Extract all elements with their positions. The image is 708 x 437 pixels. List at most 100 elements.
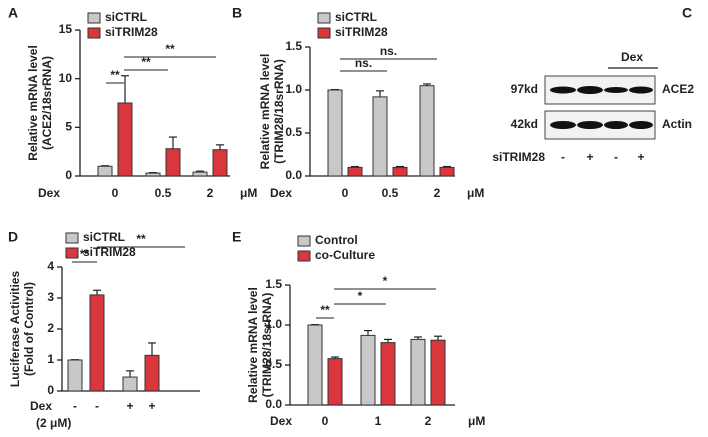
bar — [327, 358, 343, 406]
lane-sign: - — [561, 150, 565, 164]
x-tick-label: 0 — [342, 186, 349, 200]
x-axis-unit: μM — [468, 414, 485, 428]
x-axis-label: Dex — [270, 414, 292, 428]
legend-swatch — [65, 232, 79, 244]
bar — [67, 359, 83, 392]
panel-letter: A — [8, 5, 18, 21]
bar — [307, 324, 323, 406]
y-tick-label: 0.0 — [265, 397, 282, 411]
legend-label: co-Culture — [315, 248, 375, 262]
size-label: 97kd — [511, 82, 538, 96]
legend-label: siCTRL — [335, 10, 377, 24]
bar — [392, 166, 408, 177]
bar — [372, 96, 388, 177]
y-tick-label: 0.5 — [285, 125, 302, 139]
bar — [97, 165, 113, 177]
legend-swatch — [87, 12, 101, 24]
significance-label: * — [383, 274, 388, 288]
y-tick-label: 2 — [47, 321, 54, 335]
y-axis-label: Relative mRNA level — [26, 45, 40, 161]
x-tick-label: 0.5 — [382, 186, 399, 200]
y-tick-label: 5 — [65, 120, 72, 134]
y-tick-label: 1.5 — [265, 277, 282, 291]
y-tick-label: 1 — [47, 352, 54, 366]
x-tick-label: 1 — [375, 414, 382, 428]
bar — [165, 148, 181, 177]
lane-sign: + — [586, 150, 593, 164]
bands — [550, 86, 653, 129]
x-axis-unit: (2 μM) — [36, 416, 71, 430]
bar — [430, 339, 446, 406]
x-axis-label: Dex — [270, 186, 292, 200]
x-axis-label: Dex — [30, 399, 52, 413]
bar — [212, 149, 228, 177]
y-tick-label: 15 — [59, 22, 73, 36]
y-tick-label: 0 — [65, 168, 72, 182]
lane-label: siTRIM28 — [492, 150, 545, 164]
treatment-label: Dex — [621, 50, 643, 64]
bar — [89, 294, 105, 392]
y-axis-label: (ACE2/18srRNA) — [40, 56, 54, 150]
legend-swatch — [317, 27, 331, 39]
significance-label: * — [358, 289, 363, 303]
y-axis-label: (TRIM28/18srRNA) — [260, 293, 274, 398]
bar — [327, 89, 343, 177]
y-tick-label: 0.5 — [265, 357, 282, 371]
y-axis-label: (Fold of Control) — [22, 282, 36, 376]
bar — [145, 172, 161, 177]
significance-label: ** — [320, 303, 330, 317]
bar — [419, 85, 435, 177]
panel-letter: D — [8, 229, 18, 245]
x-tick-label: 2 — [207, 186, 214, 200]
protein-label: ACE2 — [662, 82, 694, 96]
x-tick-label: 2 — [425, 414, 432, 428]
significance-label: ** — [136, 232, 146, 246]
y-axis-label: Luciferase Activities — [8, 271, 22, 388]
y-tick-label: 10 — [59, 71, 73, 85]
bar — [117, 102, 133, 177]
legend-label: siCTRL — [105, 10, 147, 24]
legend-label: siTRIM28 — [83, 245, 136, 259]
panel-letter: E — [232, 229, 241, 245]
y-tick-label: 0 — [47, 383, 54, 397]
y-axis-label: (TRIM28/18srRNA) — [272, 59, 286, 164]
y-axis-label: Relative mRNA level — [258, 54, 272, 170]
legend-label: Control — [315, 233, 358, 247]
x-tick-label: - — [73, 399, 77, 413]
bar — [144, 354, 160, 392]
significance-label: ** — [141, 55, 151, 69]
significance-label: ** — [110, 68, 120, 82]
panel-letter: B — [232, 5, 242, 21]
x-tick-label: + — [126, 399, 133, 413]
legend-label: siTRIM28 — [105, 25, 158, 39]
panel-letter: C — [682, 5, 692, 21]
y-tick-label: 0.0 — [285, 168, 302, 182]
x-tick-label: + — [148, 399, 155, 413]
legend-swatch — [297, 235, 311, 247]
x-tick-label: 0 — [112, 186, 119, 200]
size-label: 42kd — [511, 117, 538, 131]
legend-swatch — [87, 27, 101, 39]
significance-label: ns. — [380, 44, 397, 58]
x-tick-label: 0 — [322, 414, 329, 428]
legend-swatch — [297, 250, 311, 262]
legend-swatch — [65, 247, 79, 259]
bar — [410, 338, 426, 406]
protein-label: Actin — [662, 117, 692, 131]
significance-label: ns. — [355, 56, 372, 70]
y-tick-label: 1.0 — [285, 82, 302, 96]
significance-label: ** — [165, 42, 175, 56]
x-tick-label: 0.5 — [155, 186, 172, 200]
x-axis-unit: μM — [467, 186, 484, 200]
bar — [347, 166, 363, 177]
lane-sign: - — [614, 150, 618, 164]
x-axis-unit: μM — [240, 186, 257, 200]
y-tick-label: 1.0 — [265, 317, 282, 331]
lane-sign: + — [637, 150, 644, 164]
x-tick-label: - — [95, 399, 99, 413]
bar — [439, 166, 455, 177]
y-tick-label: 4 — [47, 259, 54, 273]
x-axis-label: Dex — [38, 186, 60, 200]
legend-label: siCTRL — [83, 230, 125, 244]
